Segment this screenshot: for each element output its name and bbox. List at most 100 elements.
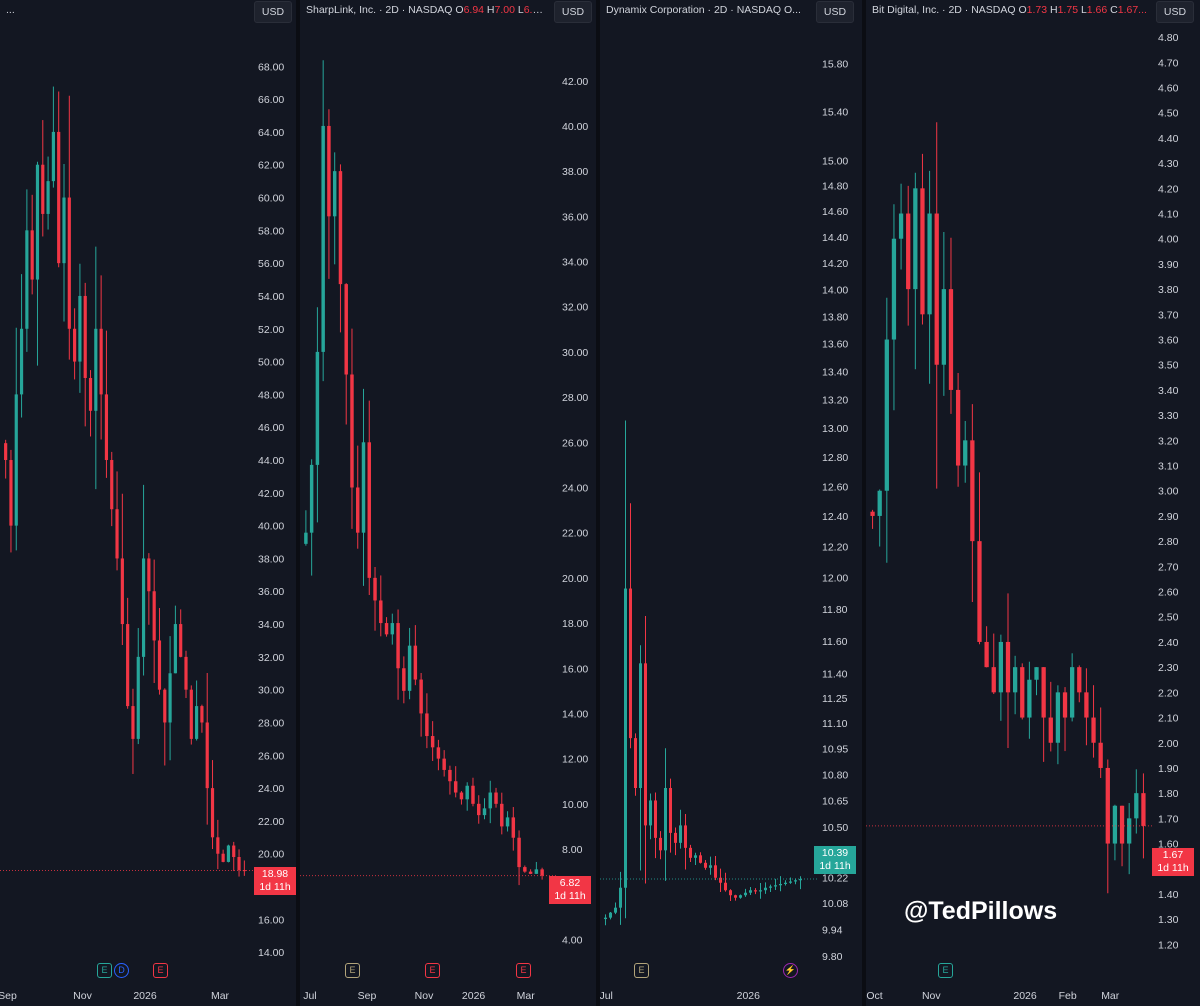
last-price: 10.39 — [821, 847, 849, 859]
candle-body — [402, 668, 406, 691]
candle-body — [984, 641, 989, 668]
ohlc-high: 7.00 — [494, 4, 515, 16]
candle-body — [764, 887, 767, 891]
y-tick-label: 42.00 — [258, 488, 284, 500]
y-tick-label: 3.90 — [1158, 259, 1179, 271]
candle-body — [78, 295, 82, 362]
y-tick-label: 10.08 — [822, 898, 848, 910]
candle-body — [35, 164, 40, 280]
candle-body — [970, 440, 975, 542]
y-tick-label: 3.20 — [1158, 435, 1179, 447]
candle-body — [195, 706, 199, 739]
y-tick-label: 3.10 — [1158, 461, 1179, 473]
y-tick-label: 24.00 — [562, 482, 588, 494]
y-tick-label: 32.00 — [258, 652, 284, 664]
split-event-icon[interactable]: ⚡ — [783, 963, 798, 978]
candle-body — [327, 125, 331, 217]
y-tick-label: 4.00 — [1158, 234, 1179, 246]
y-tick-label: 2.20 — [1158, 687, 1179, 699]
candle-body — [870, 511, 875, 516]
candle-body — [482, 808, 487, 816]
y-tick-label: 3.00 — [1158, 486, 1179, 498]
dividend-event-icon[interactable]: D — [114, 963, 129, 978]
y-tick-label: 11.80 — [822, 604, 848, 616]
y-tick-label: 4.80 — [1158, 32, 1179, 44]
candle-body — [948, 289, 954, 390]
earnings-event-icon[interactable]: E — [345, 963, 360, 978]
earnings-event-icon[interactable]: E — [516, 963, 531, 978]
candle-body — [991, 667, 996, 693]
earnings-event-icon[interactable]: E — [634, 963, 649, 978]
countdown: 1d 11h — [819, 860, 851, 872]
y-tick-label: 13.80 — [822, 311, 848, 323]
candle-body — [488, 792, 492, 809]
candle-body — [459, 792, 464, 800]
candle-body — [4, 443, 8, 461]
x-tick-label: Nov — [922, 990, 941, 1002]
ohlc-high-label: H — [1050, 4, 1058, 16]
candle-body — [1077, 667, 1082, 693]
candle-body — [51, 131, 55, 182]
candle-body — [1091, 717, 1096, 743]
currency-button[interactable]: USD — [1156, 1, 1194, 23]
ohlc-truncated: O... — [783, 4, 801, 16]
candle-body — [367, 442, 371, 578]
y-tick-label: 62.00 — [258, 160, 284, 172]
chart-header: Dynamix Corporation · 2D · NASDAQ O... — [606, 4, 806, 16]
candle-body — [511, 817, 516, 838]
candle-body — [884, 339, 889, 491]
y-tick-label: 38.00 — [258, 553, 284, 565]
candle-body — [669, 788, 672, 833]
ohlc-open-label: O — [1018, 4, 1027, 16]
x-tick-label: Nov — [73, 990, 92, 1002]
symbol-name: Dynamix Corporation · 2D · NASDAQ — [606, 4, 782, 16]
candle-body — [1005, 641, 1011, 693]
candle-body — [216, 837, 220, 854]
candlestick-chart-4[interactable]: 1.201.301.401.501.601.701.801.902.002.10… — [866, 0, 1200, 1006]
candle-body — [759, 890, 762, 892]
candlestick-chart-2[interactable]: 4.006.008.0010.0012.0014.0016.0018.0020.… — [300, 0, 596, 1006]
candlestick-chart-3[interactable]: 15.80 15.40 15.00 14.80 14.60 14.40 14.20 14.00… — [600, 0, 862, 1006]
candle-body — [184, 656, 188, 690]
earnings-event-icon[interactable]: E — [97, 963, 112, 978]
candle-body — [379, 600, 383, 624]
candle-body — [500, 803, 504, 827]
currency-button[interactable]: USD — [554, 1, 592, 23]
chart-panel-4[interactable]: 1.201.301.401.501.601.701.801.902.002.10… — [866, 0, 1200, 1006]
x-tick-label: Sep — [0, 990, 17, 1002]
y-tick-label: 22.00 — [258, 816, 284, 828]
candle-body — [1134, 793, 1139, 819]
y-tick-label: 36.00 — [562, 211, 588, 223]
candlestick-chart-1[interactable]: 14.0016.0018.0020.0022.0024.0026.0028.00… — [0, 0, 296, 1006]
y-tick-label: 3.70 — [1158, 309, 1179, 321]
y-tick-label: 2.00 — [1158, 738, 1179, 750]
y-tick-label: 14.80 — [822, 181, 848, 193]
y-tick-label: 60.00 — [258, 193, 284, 205]
candle-body — [179, 624, 183, 657]
candle-body — [344, 284, 348, 375]
y-tick-label: 50.00 — [258, 357, 284, 369]
earnings-event-icon[interactable]: E — [425, 963, 440, 978]
candle-body — [505, 817, 510, 827]
candle-body — [163, 689, 167, 723]
candle-body — [168, 673, 172, 723]
y-tick-label: 1.20 — [1158, 939, 1179, 951]
candle-body — [147, 558, 151, 592]
chart-panel-2[interactable]: 4.006.008.0010.0012.0014.0016.0018.0020.… — [300, 0, 596, 1006]
y-tick-label: 14.20 — [822, 258, 848, 270]
y-tick-label: 34.00 — [258, 619, 284, 631]
candle-body — [1027, 679, 1032, 718]
chart-panel-3[interactable]: 15.80 15.40 15.00 14.80 14.60 14.40 14.20 14.00… — [600, 0, 862, 1006]
currency-button[interactable]: USD — [254, 1, 292, 23]
candle-body — [126, 624, 130, 707]
y-tick-label: 10.00 — [562, 799, 588, 811]
ohlc-low: 1.66 — [1086, 4, 1108, 16]
earnings-event-icon[interactable]: E — [938, 963, 953, 978]
currency-button[interactable]: USD — [816, 1, 854, 23]
y-tick-label: 4.00 — [562, 934, 583, 946]
chart-panel-1[interactable]: 14.0016.0018.0020.0022.0024.0026.0028.00… — [0, 0, 296, 1006]
candle-body — [189, 689, 193, 739]
earnings-event-icon[interactable]: E — [153, 963, 168, 978]
candle-body — [629, 588, 632, 739]
y-tick-label: 4.60 — [1158, 83, 1179, 95]
